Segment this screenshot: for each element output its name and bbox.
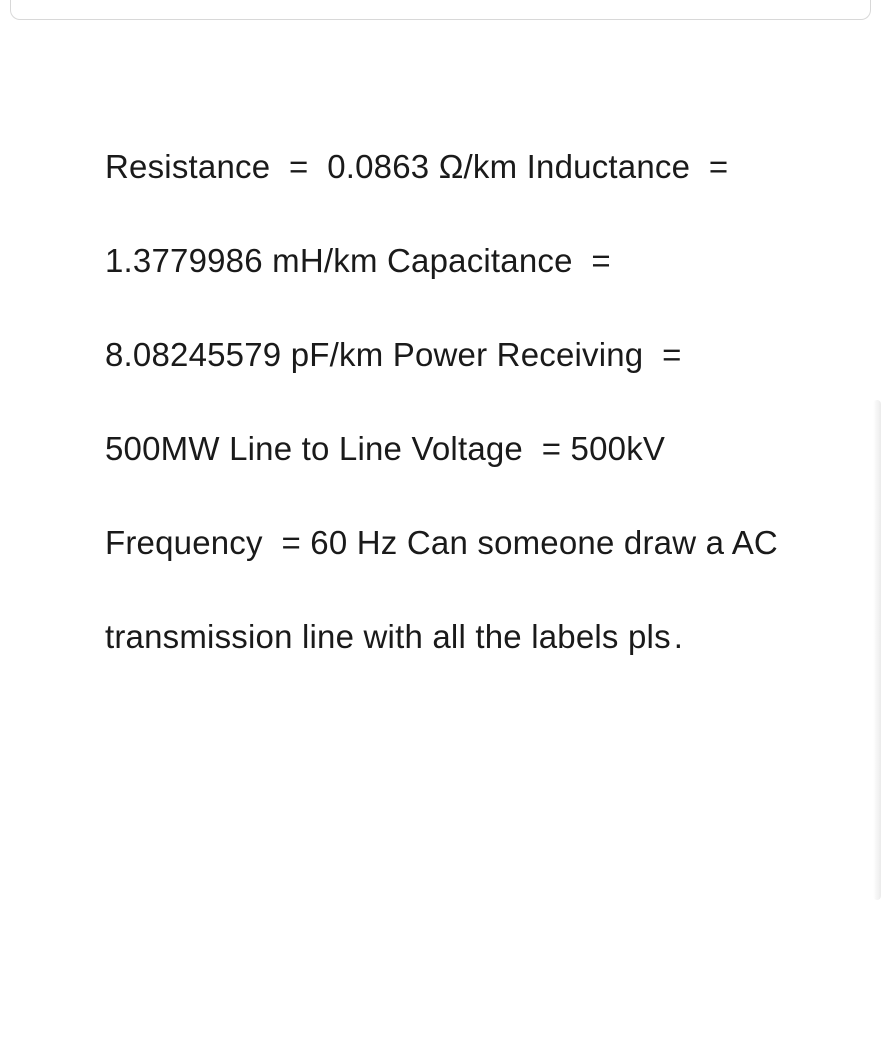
document-body: Resistance = 0.0863 Ω/km Inductance = 1.… bbox=[0, 0, 881, 744]
right-edge-shadow bbox=[873, 400, 881, 900]
body-text: Resistance = 0.0863 Ω/km Inductance = 1.… bbox=[105, 148, 778, 655]
card-border-top bbox=[10, 0, 871, 20]
